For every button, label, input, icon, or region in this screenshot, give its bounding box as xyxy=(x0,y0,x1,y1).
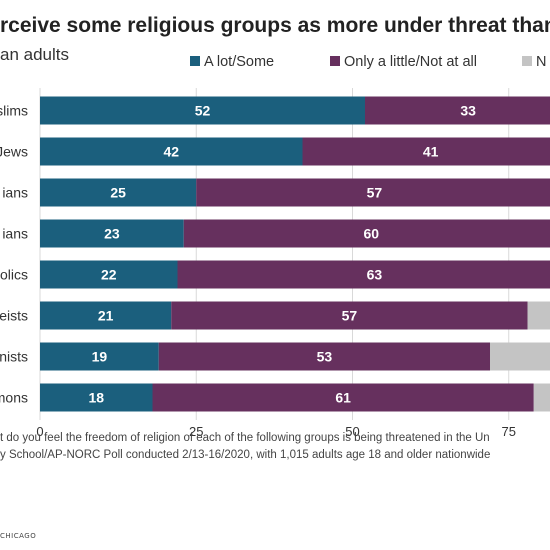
legend-swatch-no-answer xyxy=(522,56,532,66)
chart-title: rceive some religious groups as more und… xyxy=(0,14,550,37)
data-label: 19 xyxy=(92,349,108,365)
bar-segment xyxy=(40,301,172,330)
category-label: eists xyxy=(0,308,28,324)
data-label: 23 xyxy=(104,226,120,242)
bar-segment xyxy=(365,96,550,125)
data-label: 18 xyxy=(88,390,104,406)
bar-segment xyxy=(40,219,184,248)
data-label: 61 xyxy=(335,390,351,406)
bar-segment xyxy=(40,342,159,371)
x-tick-label: 0 xyxy=(36,424,43,439)
legend-swatch-a-lot-some xyxy=(190,56,200,66)
bar-segment xyxy=(171,301,528,330)
source-logo-text: CHICAGO xyxy=(0,532,37,540)
data-label: 21 xyxy=(98,308,114,324)
data-label: 33 xyxy=(460,103,476,119)
bar-segment xyxy=(183,219,550,248)
x-tick-label: 75 xyxy=(502,424,516,439)
bar-segment xyxy=(40,137,303,166)
legend-label: Only a little/Not at all xyxy=(344,54,477,70)
data-label: 57 xyxy=(367,185,383,201)
data-label: 63 xyxy=(367,267,383,283)
legend-item-no-answer: N xyxy=(522,54,546,70)
legend-item-only-a-little: Only a little/Not at all xyxy=(330,54,477,70)
category-label: Jews xyxy=(0,144,28,160)
bar-segment xyxy=(158,342,490,371)
legend-item-a-lot-some: A lot/Some xyxy=(190,54,274,70)
category-label: ians xyxy=(2,185,28,201)
bar-segment xyxy=(177,260,550,289)
chart-subtitle: an adults xyxy=(0,45,69,64)
category-label: ians xyxy=(2,226,28,242)
data-label: 41 xyxy=(423,144,439,160)
data-label: 25 xyxy=(110,185,126,201)
bar-segment xyxy=(40,260,178,289)
legend-label: N xyxy=(536,54,547,70)
source-footnote: y School/AP-NORC Poll conducted 2/13-16/… xyxy=(0,449,491,461)
x-tick-label: 50 xyxy=(345,424,359,439)
bar-segment xyxy=(196,178,550,207)
category-label: olics xyxy=(0,267,28,283)
bar-segment xyxy=(533,383,550,412)
data-label: 53 xyxy=(317,349,333,365)
category-label: mons xyxy=(0,390,28,406)
bar-segment xyxy=(527,301,550,330)
data-label: 57 xyxy=(342,308,358,324)
data-label: 42 xyxy=(163,144,179,160)
legend-swatch-only-a-little xyxy=(330,56,340,66)
bar-segment xyxy=(40,96,365,125)
data-label: 52 xyxy=(195,103,211,119)
bar-segment xyxy=(40,178,197,207)
x-tick-label: 25 xyxy=(189,424,203,439)
data-label: 22 xyxy=(101,267,117,283)
bar-segment xyxy=(302,137,550,166)
question-footnote: t do you feel the freedom of religion of… xyxy=(0,432,490,444)
bar-segment xyxy=(152,383,534,412)
bar-segment xyxy=(490,342,550,371)
data-label: 60 xyxy=(363,226,379,242)
stacked-bar-chart: 52 33 slims 42 41 Jews 25 57 ians 23 60 ians 22 63 oli… xyxy=(0,88,550,439)
category-label: nists xyxy=(0,349,28,365)
bar-segment xyxy=(40,383,153,412)
legend-label: A lot/Some xyxy=(204,54,275,70)
category-label: slims xyxy=(0,103,28,119)
